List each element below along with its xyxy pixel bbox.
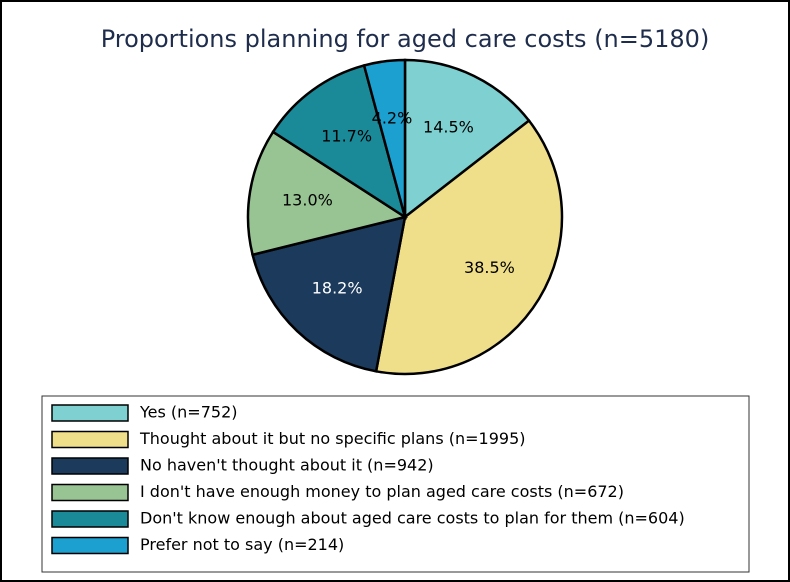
legend-swatch [51, 483, 129, 502]
legend-label: No haven't thought about it (n=942) [140, 456, 434, 475]
legend-label: Don't know enough about aged care costs … [140, 509, 685, 528]
slice-label: 13.0% [282, 190, 333, 209]
pie-slice [362, 58, 407, 218]
slice-label: 18.2% [312, 278, 363, 297]
slice-label: 4.2% [372, 108, 413, 127]
pie-slice [403, 58, 531, 220]
legend-swatch [51, 536, 129, 555]
pie-slice [251, 215, 407, 373]
legend-swatch [51, 430, 129, 449]
chart-title: Proportions planning for aged care costs… [101, 25, 710, 53]
slice-label: 11.7% [321, 127, 372, 146]
legend-label: Yes (n=752) [139, 403, 237, 422]
pie-slice [271, 63, 408, 220]
legend-label: Thought about it but no specific plans (… [139, 429, 525, 448]
slice-label: 38.5% [464, 258, 515, 277]
legend-box [41, 395, 750, 573]
legend-swatch [51, 404, 129, 422]
legend-swatch [51, 457, 129, 475]
pie-slice [374, 118, 564, 376]
legend-swatch [51, 510, 129, 528]
legend-label: I don't have enough money to plan aged c… [140, 482, 624, 501]
legend-label: Prefer not to say (n=214) [140, 535, 344, 554]
pie-slice [246, 130, 409, 257]
slice-label: 14.5% [423, 118, 474, 137]
